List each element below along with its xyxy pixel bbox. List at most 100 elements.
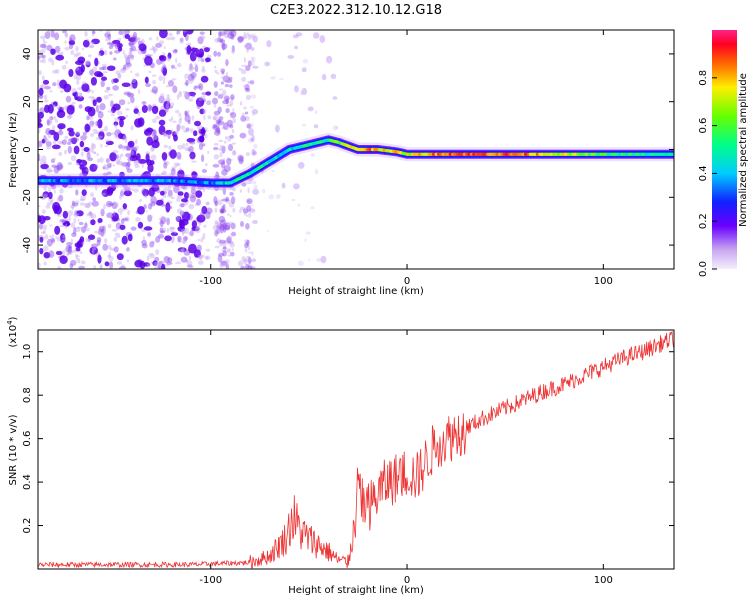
spectrogram-speckle [65,60,69,64]
spectrogram-speckle [89,192,95,198]
spectrogram-speckle [167,189,173,197]
spectrogram-speckle [177,191,184,196]
snr-series-line [38,330,674,569]
spectrogram-speckle [332,96,338,100]
spectrogram-speckle [222,187,227,196]
spectrogram-speckle [162,80,165,84]
spectrogram-speckle [243,87,249,90]
spectrogram-speckle [43,185,47,191]
spectrogram-speckle [84,222,88,229]
spectrogram-speckle [137,37,141,40]
spectrogram-speckle [305,231,311,235]
spectrogram-speckle [214,229,219,237]
spectrogram-speckle [114,123,117,130]
spectrogram-speckle [117,208,124,213]
spectrogram-speckle [100,233,106,236]
spectrogram-speckle [184,147,189,151]
spectrogram-speckle [159,217,162,221]
spectrogram-speckle [250,47,255,51]
spectrogram-speckle [56,109,66,119]
spectrogram-speckle [81,226,87,233]
y-tick-label: -20 [22,189,33,205]
spectrogram-speckle [67,141,72,146]
spectrogram-speckle [314,168,319,175]
spectrogram-speckle [180,125,186,130]
spectrogram-speckle [232,187,236,192]
spectrogram-speckle [141,243,148,249]
spectrogram-speckle [42,191,50,198]
spectrogram-speckle [100,143,103,148]
spectrogram-speckle [52,104,56,108]
spectrogram-speckle [93,131,99,135]
spectrogram-speckle [70,137,77,145]
spectrogram-speckle [100,129,105,133]
spectrogram-speckle [81,189,87,197]
spectrogram-speckle [249,208,256,213]
spectrogram-speckle [246,255,251,260]
spectrogram-speckle [308,258,311,262]
spectrogram-speckle [68,43,74,50]
spectrogram-speckle [185,92,191,98]
spectrogram-speckle [147,105,153,110]
spectrogram-speckle [62,235,66,239]
spectrogram-speckle [138,43,147,52]
spectrogram-speckle [188,67,194,72]
spectrogram-speckle [225,222,231,231]
spectrogram-speckle [226,119,233,127]
spectrogram-speckle [243,211,247,216]
spectrogram-speckle [230,196,236,205]
spectrogram-speckle [40,231,45,234]
spectrogram-speckle [213,103,216,108]
spectrogram-speckle [194,64,199,73]
spectrogram-speckle [226,157,232,166]
spectrogram-speckle [252,35,258,43]
spectrogram-speckle [167,257,173,263]
spectrogram-speckle [243,84,247,89]
spectrogram-speckle [217,37,221,43]
spectrogram-speckle [44,137,48,143]
spectrogram-speckle [107,41,112,45]
spectrogram-speckle [167,131,171,139]
spectrogram-speckle [185,33,189,42]
spectrogram-speckle [79,165,84,170]
spectrogram-speckle [219,239,227,244]
spectrogram-speckle [64,46,70,51]
spectrogram-speckle [41,155,47,161]
spectrogram-speckle [121,82,131,88]
spectrogram-speckle [221,198,229,202]
spectrogram-speckle [115,70,121,75]
spectrogram-speckle [120,212,123,216]
spectrogram-speckle [103,164,109,170]
spectrogram-speckle [53,131,60,142]
spectrogram-speckle [38,153,41,162]
spectrogram-speckle [113,201,117,204]
spectrogram-speckle [215,119,220,125]
spectrogram-speckle [72,137,79,142]
spectrogram-speckle [245,88,251,93]
spectrogram-speckle [49,224,53,227]
spectrogram-speckle [187,119,191,125]
spectrogram-speckle [115,154,119,159]
spectrogram-speckle [173,134,178,142]
spectrogram-speckle [124,186,131,193]
spectrogram-speckle [165,202,171,213]
spectrogram-speckle [243,258,248,262]
spectrogram-speckle [230,97,234,102]
spectrogram-speckle [168,118,173,122]
spectrogram-speckle [87,157,94,162]
spectrogram-speckle [227,143,234,152]
spectrogram-speckle [218,252,225,257]
spectrogram-speckle [144,193,147,199]
spectrogram-speckle [38,262,41,269]
spectrogram-speckle [141,188,148,196]
spectrogram-speckle [148,253,154,256]
spectrogram-speckle [195,85,202,89]
spectrogram-speckle [189,141,196,145]
spectrogram-speckle [232,149,236,155]
spectrogram-speckle [249,34,255,38]
spectrogram-speckle [146,255,150,262]
spectrogram-speckle [185,142,189,147]
spectrogram-speckle [78,221,84,226]
spectrogram-speckle [165,85,171,88]
spectrogram-speckle [247,200,251,203]
